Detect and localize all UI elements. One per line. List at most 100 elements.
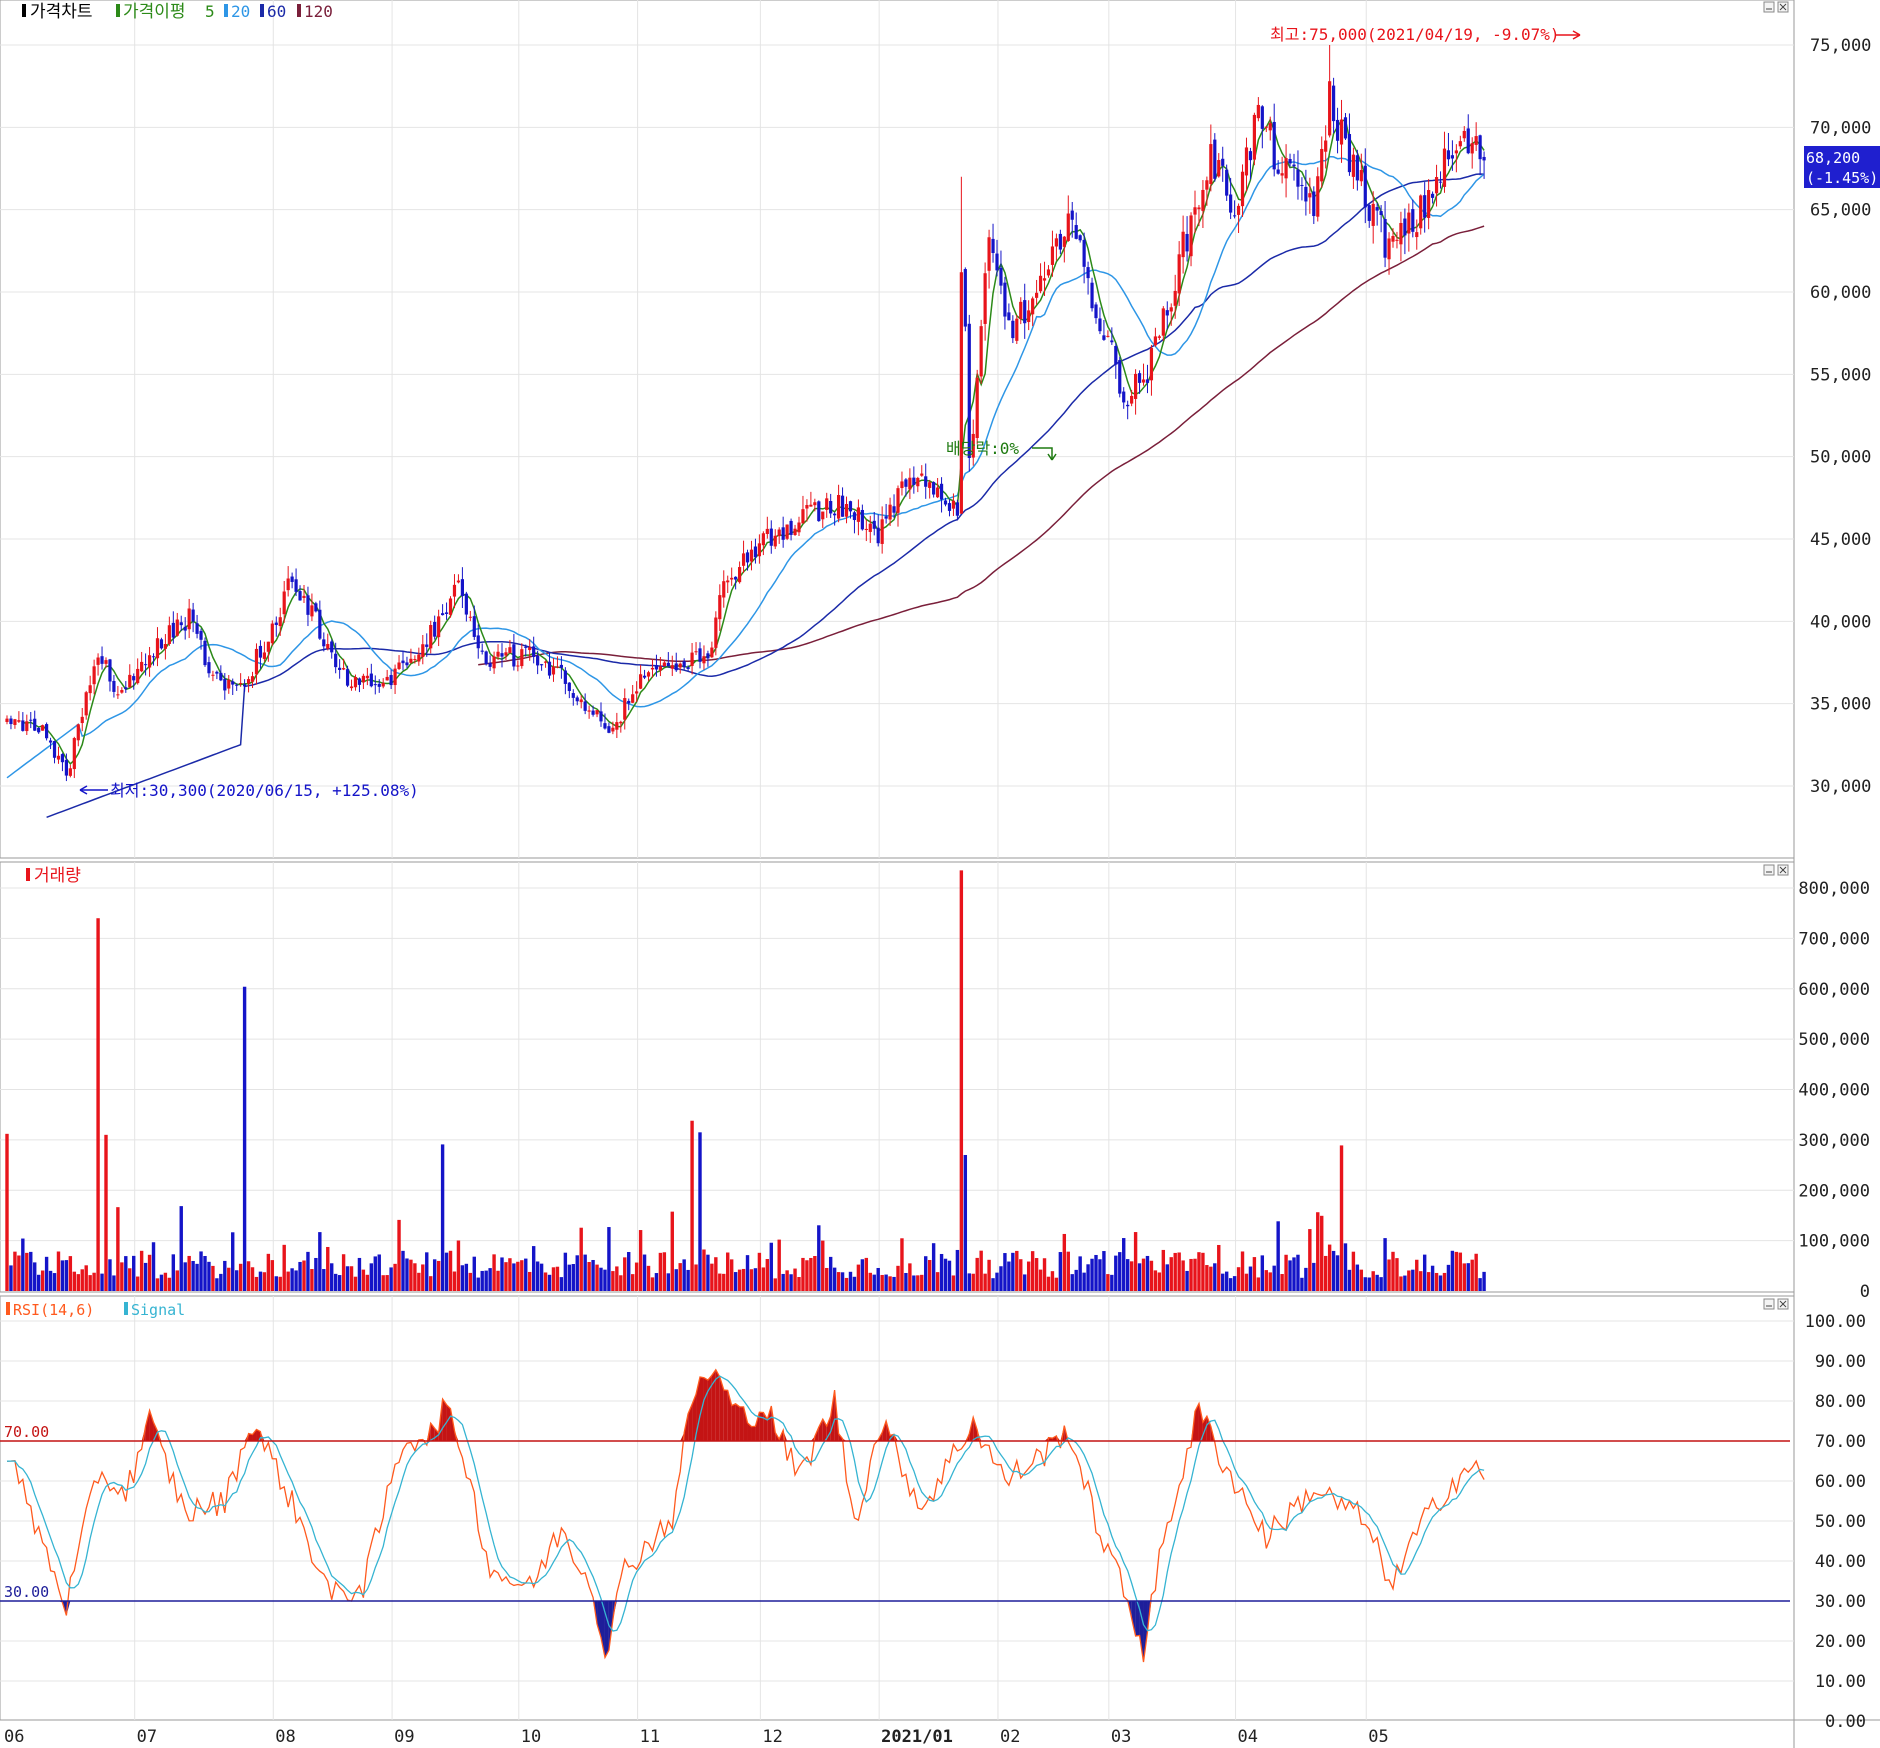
candle-body (777, 529, 781, 537)
volume-bar (646, 1265, 651, 1291)
candle-body (345, 669, 350, 686)
volume-bar (1066, 1251, 1070, 1291)
volume-bar (801, 1257, 805, 1291)
volume-bar (476, 1277, 480, 1291)
candle-body (840, 495, 845, 517)
candle-body (547, 661, 552, 676)
volume-bar (868, 1272, 872, 1291)
volume-bar (1478, 1278, 1482, 1291)
volume-bar (207, 1261, 211, 1291)
candle-body (932, 482, 936, 495)
volume-bar (1470, 1259, 1474, 1291)
rsi-panel-controls[interactable] (1763, 1298, 1789, 1310)
rsi-oversold-fill (604, 1601, 609, 1658)
candle-body (1011, 320, 1015, 339)
rsi-axis: 100.00 90.00 80.00 70.00 60.00 50.00 40.00 30.0… (1805, 1312, 1866, 1732)
rsi-overbought-fill (826, 1416, 831, 1441)
volume-panel-controls[interactable] (1763, 864, 1789, 876)
candle-body (1276, 169, 1280, 174)
rsi-tick: 100.00 (1805, 1312, 1866, 1332)
rsi-overbought-fill (715, 1369, 720, 1441)
volume-bar (1316, 1212, 1320, 1291)
price-panel-controls[interactable] (1763, 1, 1789, 13)
candle-body (1387, 238, 1391, 260)
volume-bar (231, 1232, 235, 1291)
volume-bar (1387, 1259, 1391, 1291)
date-tick: 2021/01 (881, 1727, 953, 1747)
volume-panel[interactable] (0, 861, 1795, 1293)
price-tick: 30,000 (1810, 777, 1871, 797)
volume-bar (56, 1251, 61, 1291)
rsi-tick: 10.00 (1815, 1672, 1866, 1692)
volume-bar (927, 1259, 932, 1291)
volume-bar (1434, 1272, 1439, 1291)
volume-bar (520, 1260, 524, 1291)
price-panel[interactable] (0, 0, 1795, 859)
volume-bar (1086, 1264, 1090, 1291)
candle-body (1201, 189, 1205, 211)
rsi-overbought-fill (735, 1403, 740, 1441)
candle-body (310, 605, 314, 617)
volume-bar (535, 1261, 540, 1291)
volume-bar (9, 1265, 13, 1291)
candle-body (809, 504, 813, 507)
volume-axis: 800,000 700,000 600,000 500,000 400,000 300,0… (1798, 879, 1870, 1302)
volume-bar (1030, 1251, 1035, 1291)
ma60-legend: 60 (267, 2, 286, 21)
volume-bar (825, 1267, 829, 1291)
volume-bar (666, 1273, 671, 1291)
volume-bar (615, 1266, 619, 1291)
minimize-icon[interactable] (1763, 1298, 1775, 1310)
candle-body (88, 685, 92, 694)
signal-line (6, 1375, 1485, 1632)
ma20-path (6, 155, 1485, 779)
volume-bar (484, 1270, 488, 1291)
candle-body (1050, 246, 1055, 265)
candle-body (334, 653, 338, 668)
volume-bar (322, 1269, 326, 1291)
candle-body (167, 625, 171, 644)
volume-bar (1264, 1270, 1268, 1291)
volume-bar (1280, 1274, 1284, 1291)
rsi-overbought-fill (707, 1375, 712, 1441)
volume-bar (183, 1262, 187, 1291)
volume-bar (1430, 1265, 1435, 1291)
volume-bar (718, 1273, 722, 1291)
candle-body (1066, 213, 1070, 241)
candle-body (1395, 239, 1399, 241)
volume-bar (860, 1259, 865, 1291)
candle-body (943, 500, 948, 505)
minimize-icon[interactable] (1763, 864, 1775, 876)
candle-body (1442, 148, 1447, 187)
candle-body (785, 524, 789, 539)
candle-body (702, 656, 706, 664)
volume-bar (1252, 1257, 1257, 1291)
price-tick: 75,000 (1810, 36, 1871, 56)
volume-bar (583, 1254, 587, 1291)
volume-bar (1118, 1252, 1122, 1291)
rsi-panel[interactable] (0, 1295, 1795, 1721)
volume-bar (357, 1257, 362, 1291)
volume-bar (365, 1274, 370, 1291)
volume-bar (1296, 1254, 1300, 1291)
rsi-overbought-fill (767, 1406, 772, 1441)
volume-bar (757, 1252, 762, 1291)
volume-legend: 거래량 (26, 866, 81, 886)
volume-bar (1347, 1269, 1352, 1291)
candle-body (1213, 139, 1217, 179)
candle-body (492, 656, 496, 669)
volume-bar (844, 1277, 849, 1291)
candle-body (1328, 81, 1332, 136)
volume-bar (706, 1254, 710, 1291)
volume-bar (393, 1263, 397, 1291)
candle-body (258, 645, 263, 658)
volume-bar (163, 1272, 168, 1291)
candle-body (971, 433, 975, 458)
volume-bar (630, 1274, 635, 1291)
candle-body (231, 681, 235, 685)
minimize-icon[interactable] (1763, 1, 1775, 13)
volume-bar (840, 1272, 845, 1291)
candle-body (1181, 231, 1185, 258)
volume-bar (385, 1275, 389, 1291)
